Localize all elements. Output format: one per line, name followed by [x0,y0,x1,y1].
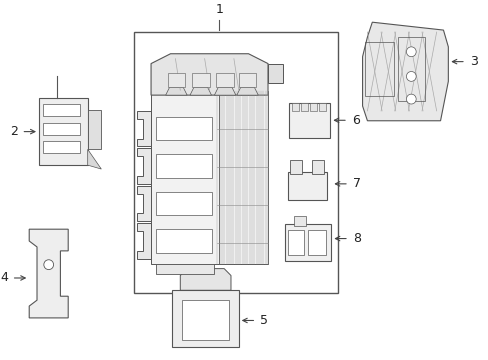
Circle shape [406,94,415,104]
Bar [289,103,330,138]
Bar [192,73,209,87]
Text: 3: 3 [469,55,477,68]
Bar [238,73,256,87]
Text: 8: 8 [352,232,360,245]
Polygon shape [236,87,258,95]
Circle shape [406,47,415,57]
Bar [294,216,305,226]
Text: 4: 4 [0,271,8,284]
Bar [216,73,233,87]
Bar [284,224,331,261]
Bar [156,117,212,140]
Bar [87,110,101,149]
Circle shape [406,72,415,81]
Bar [290,160,302,174]
Bar [217,91,267,264]
Bar [133,32,338,293]
Bar [288,230,304,255]
Polygon shape [190,87,211,95]
Text: 7: 7 [352,177,360,190]
Circle shape [44,260,54,270]
Bar [182,300,228,339]
Bar [39,98,87,165]
Text: 1: 1 [215,3,223,16]
Polygon shape [137,148,151,184]
Bar [309,103,316,111]
Bar [167,73,185,87]
Polygon shape [180,269,230,290]
Polygon shape [267,64,282,83]
Polygon shape [151,54,267,95]
Bar [172,290,238,347]
Bar [292,103,299,111]
Bar [318,103,325,111]
Bar [151,91,219,264]
Polygon shape [137,111,151,147]
Bar [301,103,307,111]
Bar [156,192,212,215]
Bar [156,154,212,178]
Text: 2: 2 [10,125,18,138]
Polygon shape [137,186,151,221]
Bar [287,172,326,200]
Bar [43,123,80,135]
Bar [156,264,214,274]
Polygon shape [137,223,151,259]
Bar [397,37,424,101]
Bar [43,104,80,116]
Text: 6: 6 [351,114,359,127]
Bar [364,42,393,96]
Text: 5: 5 [260,314,268,327]
Polygon shape [87,149,101,169]
Polygon shape [165,87,187,95]
Bar [307,230,325,255]
Bar [311,160,323,174]
Polygon shape [362,22,447,121]
Bar [43,141,80,153]
Polygon shape [29,229,68,318]
Polygon shape [214,87,235,95]
Bar [156,229,212,253]
